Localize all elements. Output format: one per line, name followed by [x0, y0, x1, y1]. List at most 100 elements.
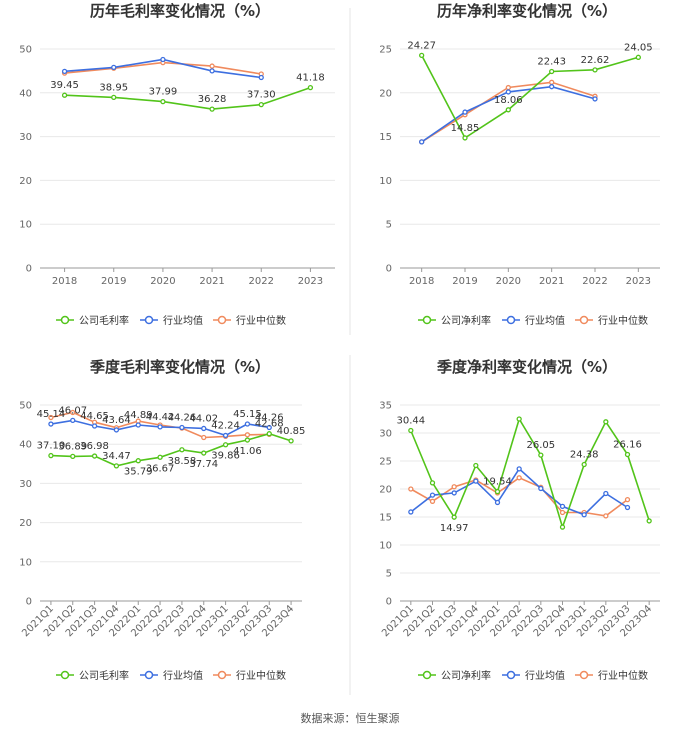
y-tick-label: 40: [19, 440, 32, 451]
data-point-industry_avg: [111, 64, 117, 71]
data-label: 43.64: [102, 415, 131, 426]
data-point-company: [307, 84, 314, 91]
y-tick-label: 5: [386, 569, 392, 580]
data-point-company: [494, 488, 501, 495]
data-point-industry_median: [209, 63, 215, 69]
data-point-company: [549, 68, 555, 75]
x-tick-label: 2021: [539, 276, 564, 287]
data-point-company: [408, 427, 414, 434]
data-label: 18.06: [494, 95, 523, 106]
data-point-company: [603, 419, 609, 425]
data-label: 44.65: [80, 411, 109, 422]
data-label: 38.95: [99, 82, 128, 93]
y-tick-label: 0: [26, 264, 32, 275]
data-point-industry_avg: [91, 423, 98, 429]
data-point-industry_avg: [48, 421, 54, 427]
data-label: 26.05: [527, 440, 556, 451]
data-point-industry_median: [505, 84, 511, 91]
legend-marker: [506, 670, 516, 680]
data-point-industry_median: [429, 498, 436, 504]
data-point-industry_avg: [179, 424, 185, 431]
data-point-industry_median: [48, 414, 54, 421]
y-tick-label: 15: [379, 132, 392, 143]
data-point-company: [201, 450, 207, 456]
y-tick-label: 35: [379, 401, 392, 412]
data-label: 24.27: [407, 40, 436, 51]
y-tick-label: 50: [19, 401, 32, 412]
data-label: 44.89: [124, 410, 153, 421]
y-tick-label: 25: [379, 45, 392, 56]
x-tick-label: 2018: [409, 276, 434, 287]
data-point-industry_avg: [549, 84, 555, 90]
data-point-company: [505, 107, 511, 113]
data-point-industry_avg: [209, 68, 215, 74]
data-point-industry_avg: [624, 504, 631, 511]
data-point-company: [624, 451, 631, 458]
data-point-industry_median: [451, 484, 457, 490]
data-point-industry_avg: [113, 427, 120, 433]
data-point-industry_avg: [258, 74, 264, 81]
data-point-company: [581, 461, 587, 468]
data-label: 41.06: [233, 446, 262, 457]
data-point-company: [135, 458, 141, 464]
data-label: 44.42: [146, 412, 175, 423]
data-point-company: [209, 106, 215, 112]
series-line-company: [64, 86, 311, 110]
data-point-company: [222, 442, 229, 448]
data-point-industry_avg: [473, 478, 479, 484]
legend-label: 行业中位数: [236, 669, 286, 682]
legend-marker: [506, 315, 516, 325]
legend-label: 行业均值: [163, 669, 203, 682]
data-label: 45.14: [37, 409, 66, 420]
legend-marker: [217, 315, 227, 325]
annual-net-margin-chart: 历年净利率变化情况（%） 0 5 10 15 20 25 2018 2019 2020 2021 20…: [379, 2, 660, 327]
y-tick-label: 30: [19, 132, 32, 143]
x-tick-label: 2020: [150, 276, 175, 287]
x-tick-label: 2021: [199, 276, 224, 287]
data-label: 36.28: [198, 94, 227, 105]
data-label: 22.62: [581, 55, 610, 66]
data-point-industry_median: [603, 513, 609, 519]
data-point-company: [157, 454, 163, 460]
data-point-company: [646, 518, 652, 524]
data-point-industry_avg: [61, 68, 68, 74]
data-point-industry_avg: [157, 424, 163, 430]
data-point-company: [429, 480, 436, 486]
x-tick-label: 2018: [52, 276, 77, 287]
data-label: 24.05: [624, 42, 653, 53]
data-label: 36.67: [146, 463, 175, 474]
data-label: 42.68: [255, 419, 284, 430]
chart-title: 历年毛利率变化情况（%）: [90, 2, 270, 20]
legend-marker: [144, 670, 154, 680]
legend-label: 公司毛利率: [79, 669, 129, 682]
data-point-industry_avg: [559, 503, 566, 510]
data-point-company: [160, 98, 166, 105]
series-line-company: [410, 417, 650, 530]
data-point-company: [111, 94, 117, 101]
quarterly-net-margin-chart: 季度净利率变化情况（%）051015202530352021Q12021Q220…: [379, 358, 660, 682]
y-tick-label: 0: [386, 264, 392, 275]
data-point-company: [288, 438, 294, 444]
data-label: 19.54: [483, 477, 512, 488]
legend-label: 公司净利率: [441, 314, 491, 327]
series-line-industry_median: [410, 476, 628, 517]
data-label: 36.98: [80, 441, 109, 452]
data-point-industry_median: [516, 475, 522, 481]
y-tick-label: 5: [386, 220, 392, 231]
chart-title: 季度净利率变化情况（%）: [437, 358, 617, 376]
data-point-industry_avg: [70, 417, 76, 424]
data-point-company: [48, 452, 54, 459]
data-label: 30.44: [397, 416, 426, 427]
data-label: 36.89: [58, 441, 87, 452]
legend-label: 行业均值: [163, 314, 203, 327]
data-point-company: [419, 52, 425, 59]
series-line-company: [420, 55, 639, 140]
legend-marker: [60, 670, 70, 680]
data-point-company: [592, 67, 598, 73]
x-tick-label: 2019: [101, 276, 126, 287]
x-tick-label: 2023: [626, 276, 651, 287]
data-point-industry_avg: [135, 422, 141, 428]
data-point-industry_avg: [516, 466, 522, 472]
y-tick-label: 30: [379, 429, 392, 440]
data-point-company: [91, 453, 98, 459]
